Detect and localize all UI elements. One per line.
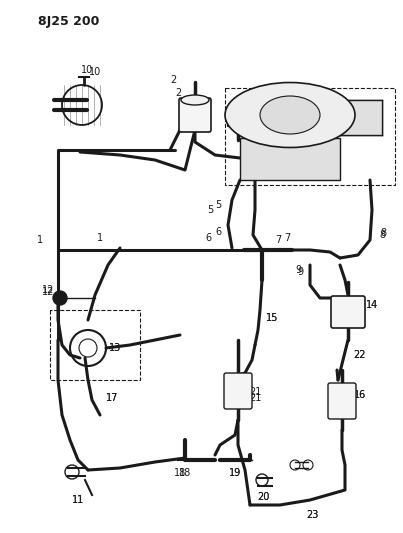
Text: 13: 13: [109, 343, 121, 353]
FancyBboxPatch shape: [179, 98, 211, 132]
Ellipse shape: [181, 95, 209, 105]
Text: 11: 11: [72, 495, 84, 505]
Text: 18: 18: [179, 468, 191, 478]
Text: 13: 13: [109, 343, 121, 353]
Text: 6: 6: [205, 233, 211, 243]
Text: 5: 5: [207, 205, 213, 215]
Text: 8J25 200: 8J25 200: [38, 15, 100, 28]
Text: 16: 16: [354, 390, 366, 400]
Text: 9: 9: [295, 265, 301, 275]
Text: 12: 12: [42, 285, 54, 295]
Text: 14: 14: [366, 300, 378, 310]
Text: 8: 8: [380, 228, 386, 238]
Text: 2: 2: [175, 88, 181, 98]
Text: 21: 21: [249, 393, 261, 403]
Text: 21: 21: [249, 387, 261, 397]
Text: 4: 4: [267, 95, 273, 105]
Text: 4: 4: [275, 98, 281, 108]
Text: 23: 23: [306, 510, 318, 520]
Text: 14: 14: [366, 300, 378, 310]
Ellipse shape: [225, 83, 355, 148]
Text: 2: 2: [170, 75, 176, 85]
Text: 17: 17: [106, 393, 118, 403]
Text: 18: 18: [174, 468, 186, 478]
Text: 10: 10: [89, 67, 101, 77]
Text: 16: 16: [354, 390, 366, 400]
Text: 9: 9: [297, 267, 303, 277]
FancyBboxPatch shape: [240, 138, 340, 180]
Text: 3: 3: [242, 110, 248, 120]
Circle shape: [53, 291, 67, 305]
Text: 12: 12: [42, 287, 54, 297]
Text: 10: 10: [81, 65, 93, 75]
Text: 19: 19: [229, 468, 241, 478]
Text: 7: 7: [284, 233, 290, 243]
Text: 5: 5: [215, 200, 221, 210]
Text: 15: 15: [266, 313, 278, 323]
Text: 15: 15: [266, 313, 278, 323]
Text: 11: 11: [72, 495, 84, 505]
Text: 3: 3: [239, 108, 245, 118]
Text: 17: 17: [106, 393, 118, 403]
FancyBboxPatch shape: [328, 383, 356, 419]
Text: 23: 23: [306, 510, 318, 520]
Text: 20: 20: [257, 492, 269, 502]
Text: 1: 1: [37, 235, 43, 245]
Ellipse shape: [260, 96, 320, 134]
Text: 22: 22: [354, 350, 366, 360]
FancyBboxPatch shape: [340, 100, 382, 135]
Text: 6: 6: [215, 227, 221, 237]
Text: 22: 22: [354, 350, 366, 360]
Text: 1: 1: [97, 233, 103, 243]
Text: 20: 20: [257, 492, 269, 502]
Text: 7: 7: [275, 235, 281, 245]
FancyBboxPatch shape: [224, 373, 252, 409]
FancyBboxPatch shape: [331, 296, 365, 328]
Text: 19: 19: [229, 468, 241, 478]
Text: 8: 8: [379, 230, 385, 240]
